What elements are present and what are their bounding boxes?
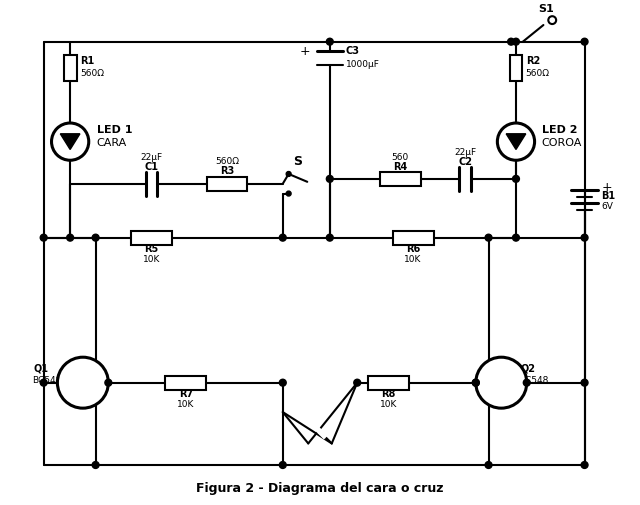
- Text: 6V: 6V: [601, 202, 613, 211]
- Bar: [64, 56, 77, 81]
- Text: 10K: 10K: [143, 255, 160, 264]
- Text: R8: R8: [381, 389, 396, 399]
- Bar: [380, 172, 421, 186]
- Text: C3: C3: [346, 46, 360, 57]
- Text: Q1: Q1: [34, 364, 49, 374]
- Text: 22μF: 22μF: [454, 148, 476, 157]
- Text: 560: 560: [392, 153, 409, 162]
- Text: 560Ω: 560Ω: [80, 69, 104, 78]
- Text: R6: R6: [406, 244, 420, 255]
- Text: R2: R2: [526, 56, 540, 66]
- Bar: [165, 376, 206, 389]
- Circle shape: [524, 379, 530, 386]
- Circle shape: [581, 462, 588, 469]
- Circle shape: [92, 462, 99, 469]
- Circle shape: [472, 379, 479, 386]
- Circle shape: [548, 16, 556, 24]
- Circle shape: [485, 234, 492, 241]
- Text: R7: R7: [179, 389, 193, 399]
- Circle shape: [40, 379, 47, 386]
- Circle shape: [326, 38, 333, 45]
- Text: 22μF: 22μF: [140, 153, 163, 162]
- Text: LED 1: LED 1: [97, 125, 132, 135]
- Text: 10K: 10K: [177, 400, 195, 409]
- Circle shape: [497, 123, 534, 160]
- Circle shape: [513, 38, 520, 45]
- Circle shape: [513, 234, 520, 241]
- Text: Q2: Q2: [521, 364, 536, 374]
- Bar: [207, 177, 246, 190]
- Circle shape: [476, 357, 527, 408]
- Text: 10K: 10K: [380, 400, 397, 409]
- Bar: [509, 56, 522, 81]
- Circle shape: [279, 379, 286, 386]
- Circle shape: [286, 172, 291, 176]
- Text: S1: S1: [538, 4, 554, 14]
- Text: +: +: [300, 45, 310, 58]
- Text: Figura 2 - Diagrama del cara o cruz: Figura 2 - Diagrama del cara o cruz: [196, 482, 444, 495]
- Text: S: S: [293, 155, 302, 168]
- Circle shape: [581, 38, 588, 45]
- Circle shape: [40, 234, 47, 241]
- Circle shape: [58, 357, 108, 408]
- Circle shape: [513, 175, 520, 182]
- Circle shape: [286, 191, 291, 196]
- Text: R1: R1: [80, 56, 94, 66]
- Text: 10K: 10K: [404, 255, 422, 264]
- Circle shape: [326, 175, 333, 182]
- Circle shape: [105, 379, 112, 386]
- Text: BC548: BC548: [519, 376, 548, 385]
- Text: BC548: BC548: [32, 376, 61, 385]
- Circle shape: [326, 234, 333, 241]
- Text: +: +: [601, 181, 612, 194]
- Text: C2: C2: [458, 157, 472, 167]
- Circle shape: [279, 462, 286, 469]
- Circle shape: [485, 462, 492, 469]
- Circle shape: [354, 379, 361, 386]
- Text: CARA: CARA: [97, 137, 127, 147]
- Circle shape: [508, 38, 515, 45]
- Text: 560Ω: 560Ω: [215, 157, 239, 166]
- Text: COROA: COROA: [541, 137, 582, 147]
- Bar: [368, 376, 409, 389]
- Text: R5: R5: [145, 244, 159, 255]
- Bar: [392, 231, 434, 244]
- Text: R4: R4: [393, 162, 408, 172]
- Text: 560Ω: 560Ω: [526, 69, 550, 78]
- Circle shape: [581, 234, 588, 241]
- Text: 1000μF: 1000μF: [346, 60, 380, 69]
- Bar: [131, 231, 172, 244]
- Circle shape: [581, 379, 588, 386]
- Polygon shape: [506, 134, 526, 149]
- Circle shape: [51, 123, 89, 160]
- Circle shape: [92, 234, 99, 241]
- Circle shape: [279, 234, 286, 241]
- Circle shape: [472, 379, 479, 386]
- Circle shape: [67, 234, 74, 241]
- Text: C1: C1: [145, 162, 159, 172]
- Text: R3: R3: [220, 166, 234, 176]
- Text: LED 2: LED 2: [543, 125, 578, 135]
- Polygon shape: [60, 134, 80, 149]
- Text: B1: B1: [601, 190, 615, 200]
